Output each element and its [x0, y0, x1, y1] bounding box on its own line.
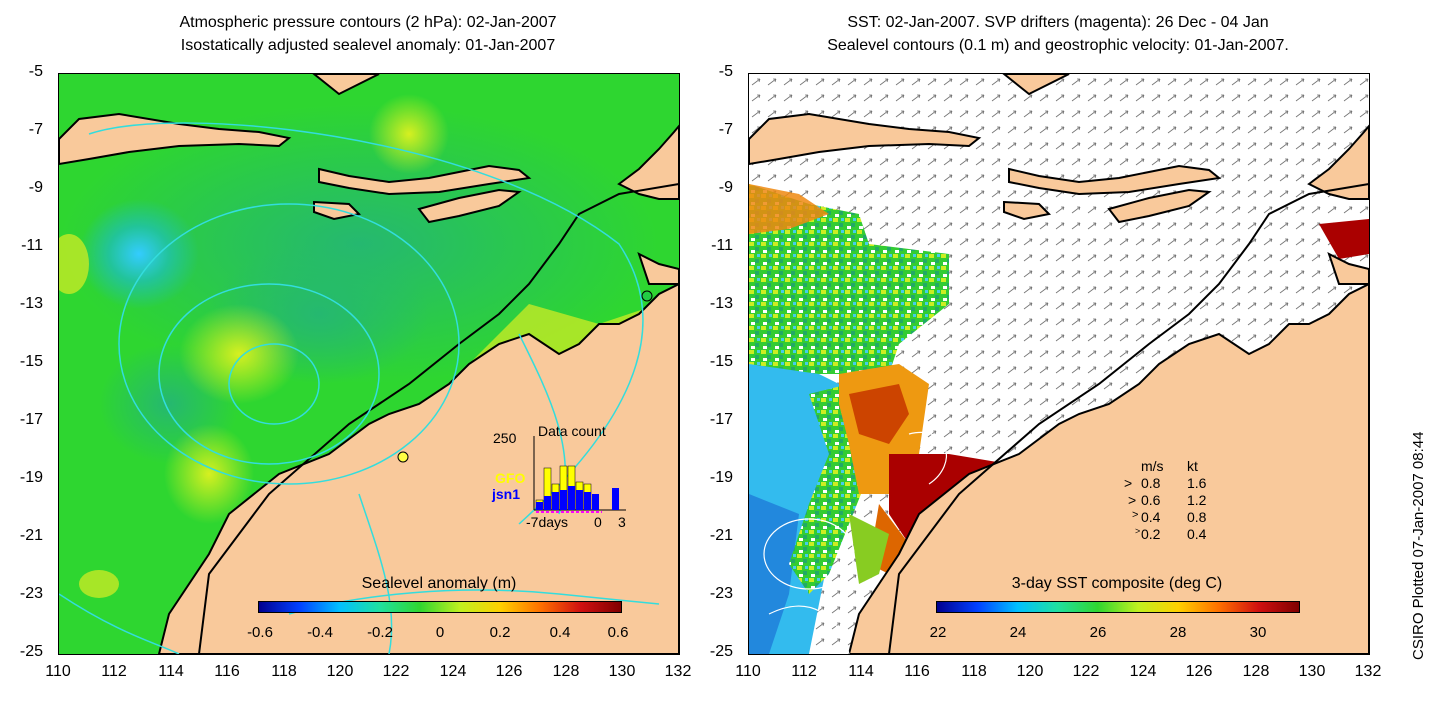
x-tick: 110 [45, 663, 71, 680]
y-tick: -17 [709, 411, 733, 428]
legend-ms-value: 0.2 [1141, 526, 1161, 542]
right-colorbar [936, 601, 1300, 613]
y-tick: -23 [19, 585, 43, 602]
legend-header-ms: m/s [1141, 458, 1164, 474]
inset-series-gfo: GFO [495, 470, 526, 486]
legend-kt-value: 0.4 [1187, 526, 1207, 542]
y-tick: -15 [19, 353, 43, 370]
cbar-tick: -0.4 [307, 624, 333, 641]
cbar-tick: 0 [435, 624, 445, 641]
legend-kt-value: 1.6 [1187, 475, 1207, 491]
y-tick: -7 [718, 121, 733, 138]
inset-title: Data count [538, 423, 606, 439]
cbar-tick: 24 [1009, 624, 1027, 641]
sst-map-graphic [749, 74, 1369, 654]
x-tick: 112 [101, 663, 127, 680]
x-tick: 128 [1242, 663, 1270, 680]
legend-header-kt: kt [1187, 458, 1198, 474]
right-title-line2: Sealevel contours (0.1 m) and geostrophi… [827, 37, 1289, 54]
x-tick: 116 [214, 663, 240, 680]
cbar-tick: 0.4 [549, 624, 571, 641]
x-tick: 114 [158, 663, 184, 680]
cbar-tick: 30 [1249, 624, 1267, 641]
left-colorbar [258, 601, 622, 613]
cbar-tick: 26 [1089, 624, 1107, 641]
cbar-tick: 0.6 [607, 624, 629, 641]
x-tick: 118 [961, 663, 987, 680]
y-tick: -9 [718, 179, 733, 196]
x-tick: 130 [1298, 663, 1326, 680]
x-tick: 130 [608, 663, 636, 680]
y-tick: -15 [709, 353, 733, 370]
x-tick: 120 [326, 663, 354, 680]
y-tick: -5 [718, 63, 733, 80]
y-tick: -21 [709, 527, 733, 544]
inset-series-jsn1: jsn1 [492, 486, 521, 502]
y-tick: -17 [19, 411, 43, 428]
legend-arrow-icon: > [1128, 492, 1137, 508]
legend-ms-value: 0.6 [1141, 492, 1161, 508]
inset-xlabel-mid: 0 [594, 514, 602, 530]
cbar-tick: 28 [1169, 624, 1187, 641]
legend-kt-value: 1.2 [1187, 492, 1207, 508]
x-tick: 128 [552, 663, 580, 680]
y-tick: -19 [709, 469, 733, 486]
left-title-line2: Isostatically adjusted sealevel anomaly:… [180, 37, 556, 54]
x-tick: 118 [271, 663, 297, 680]
y-tick: -7 [28, 121, 43, 138]
x-tick: 122 [1072, 663, 1100, 680]
y-tick: -23 [709, 585, 733, 602]
x-tick: 110 [735, 663, 761, 680]
y-tick: -11 [711, 237, 733, 254]
x-tick: 124 [1129, 663, 1157, 680]
y-tick: -21 [19, 527, 43, 544]
x-tick: 120 [1016, 663, 1044, 680]
legend-ms-value: 0.8 [1141, 475, 1161, 491]
y-tick: -25 [709, 643, 733, 660]
right-title-line1: SST: 02-Jan-2007. SVP drifters (magenta)… [847, 14, 1269, 31]
y-tick: -9 [28, 179, 43, 196]
legend-ms-value: 0.4 [1141, 509, 1161, 525]
y-tick: -13 [19, 295, 43, 312]
x-tick: 132 [664, 663, 692, 680]
x-tick: 124 [439, 663, 467, 680]
inset-bars [533, 436, 626, 513]
x-tick: 132 [1354, 663, 1382, 680]
y-tick: -13 [709, 295, 733, 312]
inset-xlabel-left: -7days [526, 514, 569, 530]
x-tick: 114 [848, 663, 874, 680]
sealevel-map-graphic [59, 74, 679, 654]
cbar-tick: 0.2 [489, 624, 511, 641]
cbar-tick: -0.6 [247, 624, 273, 641]
legend-kt-value: 0.8 [1187, 509, 1207, 525]
left-title-line1: Atmospheric pressure contours (2 hPa): 0… [179, 14, 557, 31]
y-tick: -11 [21, 237, 43, 254]
right-colorbar-label: 3-day SST composite (deg C) [1011, 575, 1223, 592]
x-tick: 112 [791, 663, 817, 680]
y-tick: -5 [28, 63, 43, 80]
cbar-tick: -0.2 [367, 624, 393, 641]
legend-arrow-icon: > [1135, 526, 1141, 536]
sealevel-anomaly-map [58, 73, 680, 655]
x-tick: 116 [904, 663, 930, 680]
plot-timestamp: CSIRO Plotted 07-Jan-2007 08:44 [1410, 431, 1427, 660]
y-tick: -25 [19, 643, 43, 660]
inset-xlabel-right: 3 [618, 514, 626, 530]
x-tick: 126 [1185, 663, 1213, 680]
cbar-tick: 22 [929, 624, 947, 641]
x-tick: 122 [382, 663, 410, 680]
y-tick: -19 [19, 469, 43, 486]
legend-arrow-icon: > [1124, 475, 1133, 491]
inset-ymax: 250 [493, 430, 517, 446]
sst-map [748, 73, 1370, 655]
left-colorbar-label: Sealevel anomaly (m) [361, 575, 517, 592]
legend-arrow-icon: > [1132, 509, 1139, 521]
x-tick: 126 [495, 663, 523, 680]
